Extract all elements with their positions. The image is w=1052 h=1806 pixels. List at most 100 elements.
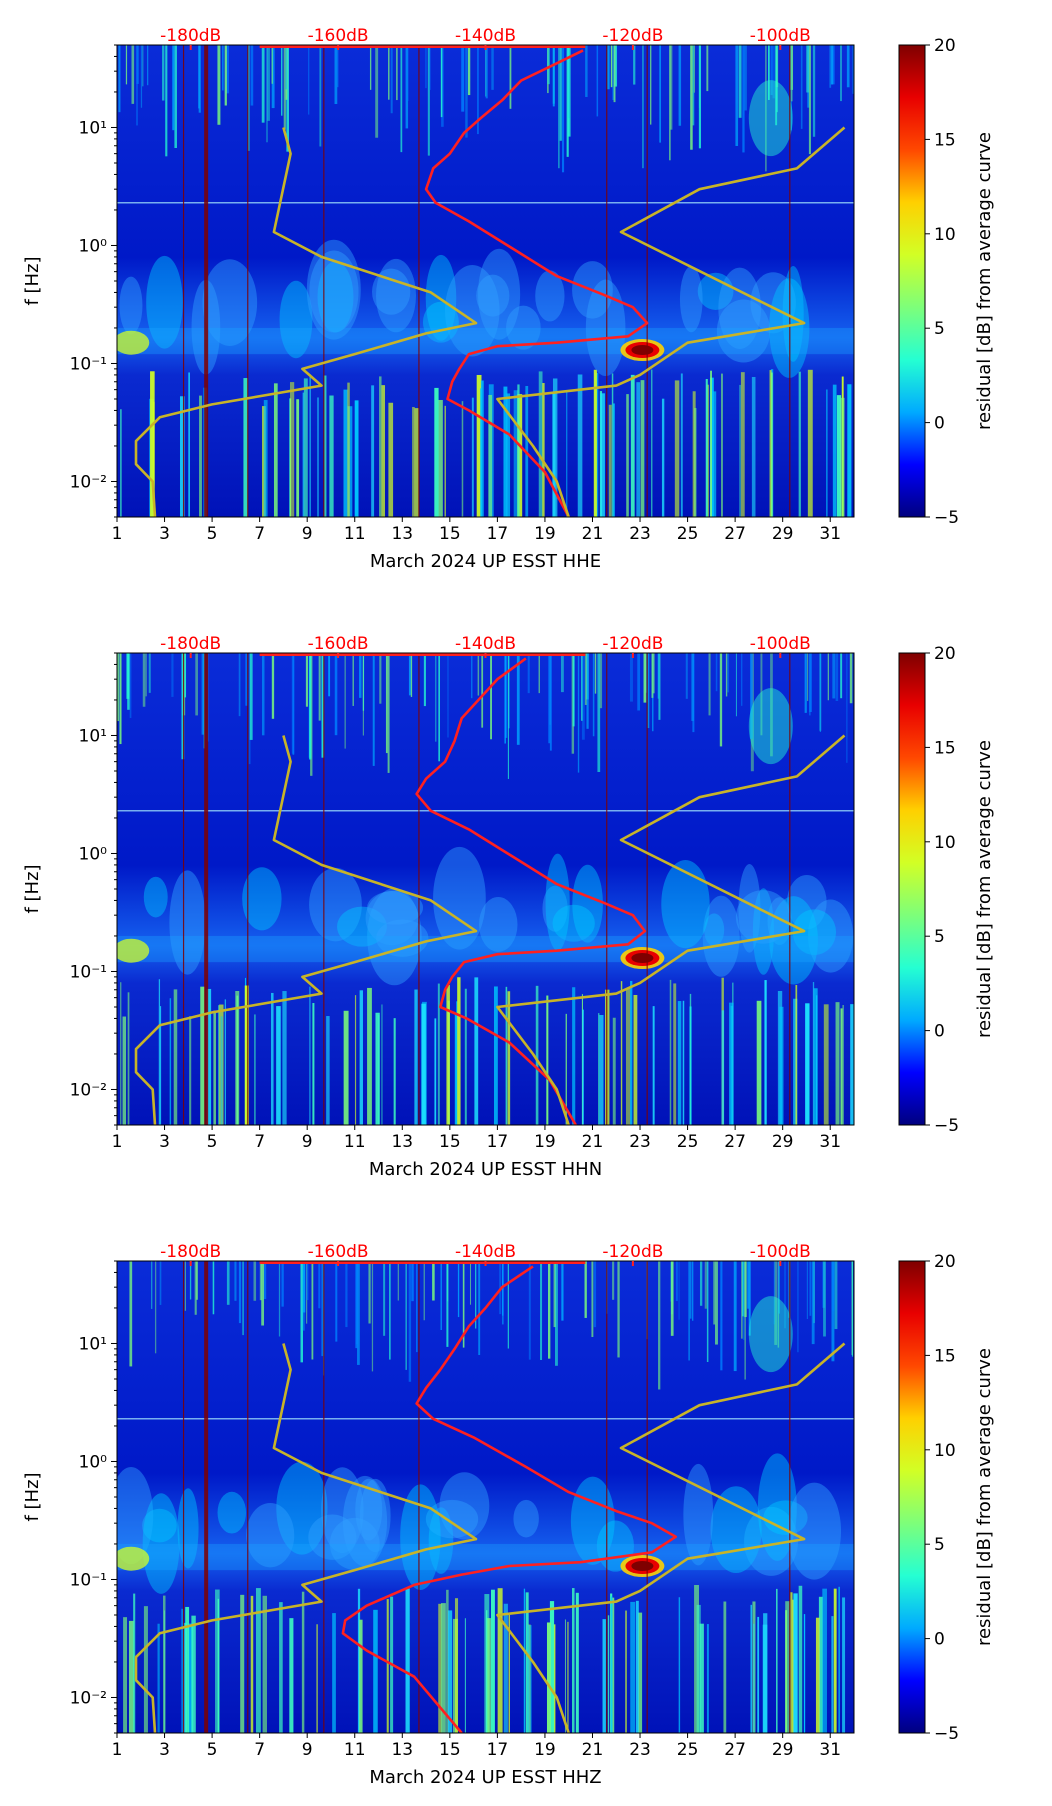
high-frequency-streak [706,1261,709,1362]
high-frequency-streak [389,1261,391,1360]
high-frequency-streak [827,653,829,701]
low-frequency-burst [486,1618,491,1733]
colorbar: 20 15 10 5 0 −5 residual [dB] from average cur… [898,1252,995,1744]
low-frequency-burst [213,1010,216,1125]
high-frequency-streak [248,653,251,765]
high-frequency-streak [742,1261,745,1340]
low-frequency-burst [723,1601,727,1733]
x-tick-label: 11 [344,1132,366,1152]
low-frequency-burst [607,1615,610,1733]
low-frequency-burst [505,986,508,1125]
high-frequency-streak [372,653,375,766]
low-frequency-burst [840,397,845,517]
low-frequency-burst [367,987,372,1125]
high-frequency-streak [159,1261,162,1305]
low-frequency-burst [120,982,122,1125]
low-frequency-burst [386,1599,389,1733]
low-frequency-burst [316,1624,318,1733]
microseism-patch [763,1500,808,1535]
high-frequency-streak [516,653,520,745]
high-frequency-streak [597,653,601,772]
high-frequency-streak [504,653,506,744]
low-frequency-burst [493,986,498,1125]
colorbar-tick-label: 10 [934,1441,956,1461]
heatmap-area [117,1261,854,1733]
high-frequency-streak [614,45,618,87]
high-frequency-streak [770,45,773,96]
top-db-label: -140dB [455,26,516,46]
microseism-patch [661,859,710,949]
high-frequency-streak [749,653,753,739]
high-frequency-streak [559,45,562,141]
high-frequency-streak [440,45,443,118]
y-tick-label: 10⁻² [70,1080,107,1100]
microseism-patch [444,265,500,357]
high-frequency-streak [670,45,673,130]
low-frequency-burst [636,382,641,517]
early-month-patch [117,938,150,963]
high-frequency-streak [692,1261,694,1321]
microseism-patch [146,255,183,349]
top-db-label: -120dB [602,634,663,654]
high-frequency-streak [778,1261,780,1314]
x-tick-label: 17 [487,1740,509,1760]
low-frequency-burst [323,375,327,517]
high-frequency-streak [713,1261,716,1325]
y-tick-label: 10⁻¹ [70,354,107,374]
high-frequency-streak [467,45,471,96]
high-frequency-streak [247,45,250,151]
high-frequency-streak [368,1261,371,1324]
low-frequency-burst [600,393,605,517]
high-frequency-streak [292,653,295,755]
high-frequency-streak [744,45,747,111]
high-frequency-streak [306,1261,309,1301]
x-tick-label: 21 [582,1132,604,1152]
high-frequency-streak [735,653,737,717]
x-tick-label: 9 [302,1132,313,1152]
high-frequency-streak [423,653,426,707]
low-frequency-burst [669,979,672,1125]
high-frequency-streak [321,653,325,758]
high-frequency-streak [390,45,393,114]
high-frequency-streak [678,45,682,126]
low-frequency-burst [815,1617,820,1733]
high-frequency-streak [281,1261,284,1307]
low-frequency-burst [243,378,249,517]
x-axis-label: March 2024 UP ESST HHN [369,1159,602,1180]
high-frequency-streak [234,1261,237,1301]
microseism-patch [355,1478,383,1541]
reference-model-curve-upper-line [496,1342,846,1733]
high-frequency-streak [477,45,479,135]
high-frequency-streak [226,1261,230,1305]
y-tick-label: 10⁻¹ [70,1570,107,1590]
high-frequency-streak [328,653,331,697]
colorbar-tick-label: 5 [934,319,945,339]
low-frequency-burst [381,385,386,517]
low-frequency-burst [705,379,708,517]
microseism-patch [217,1491,247,1534]
high-frequency-streak [658,1261,661,1390]
high-frequency-streak [561,1261,564,1321]
high-frequency-streak [271,45,273,84]
low-frequency-burst [503,386,508,517]
high-frequency-streak [238,1261,242,1324]
high-frequency-streak [447,653,449,738]
low-frequency-burst [437,983,440,1125]
microseism-patch [276,1461,328,1555]
high-frequency-streak [475,1261,477,1329]
high-frequency-streak [741,1261,743,1339]
high-frequency-streak [692,45,695,126]
microseism-patch [710,1486,762,1574]
x-tick-label: 25 [677,1740,699,1760]
high-frequency-streak [812,45,816,137]
low-frequency-burst [575,1592,579,1733]
x-tick-label: 25 [677,1132,699,1152]
microseism-patch [535,270,565,322]
low-frequency-burst [464,1618,466,1733]
low-frequency-burst [347,382,350,517]
low-frequency-burst [680,373,683,517]
high-frequency-streak [706,45,709,92]
microseism-patch [246,1502,295,1568]
low-frequency-burst [271,992,274,1125]
x-tick-label: 31 [819,1132,841,1152]
